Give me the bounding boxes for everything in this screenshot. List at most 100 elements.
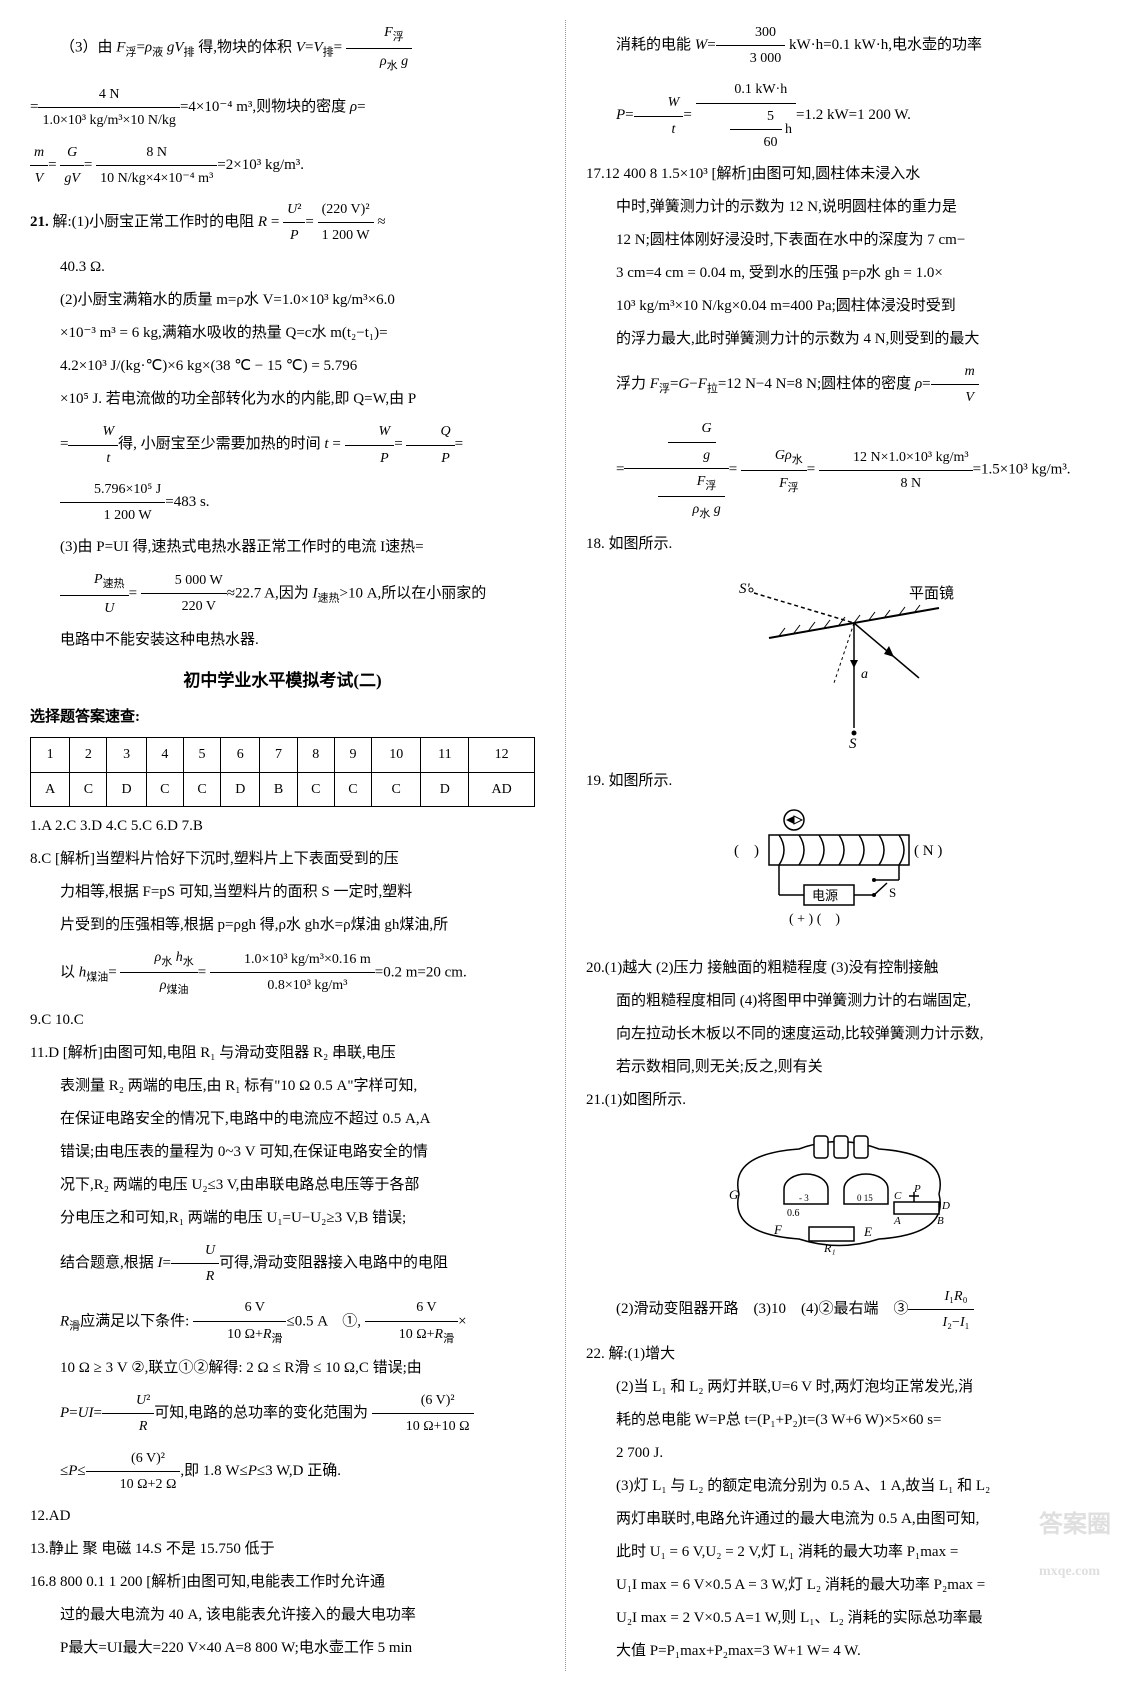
- q16c: P最大=UI最大=220 V×40 A=8 800 W;电水壶工作 5 min: [30, 1635, 535, 1662]
- q21-1-val: 40.3 Ω.: [30, 254, 535, 281]
- q21-2e: =Wt得, 小厨宝至少需要加热的时间 t = WP= QP=: [30, 419, 535, 470]
- sub-title: 选择题答案速查:: [30, 704, 535, 731]
- q22c: 耗的总电能 W=P总 t=(P₁+P₂)t=(3 W+6 W)×5×60 s=: [586, 1407, 1091, 1434]
- ans-1: A: [31, 772, 70, 806]
- q18: 18. 如图所示.: [586, 531, 1091, 558]
- ans-10: C: [372, 772, 421, 806]
- q22d: 2 700 J.: [586, 1440, 1091, 1467]
- q8b: 力相等,根据 F=pS 可知,当塑料片的面积 S 一定时,塑料: [30, 879, 535, 906]
- q17f: 的浮力最大,此时弹簧测力计的示数为 4 N,则受到的最大: [586, 326, 1091, 353]
- q16a: 16.8 800 0.1 1 200 [解析]由图可知,电能表工作时允许通: [30, 1569, 535, 1596]
- th-2: 2: [70, 738, 107, 772]
- svg-text:S: S: [849, 736, 857, 748]
- svg-text:R₁: R₁: [823, 1241, 836, 1255]
- ans-7: B: [260, 772, 297, 806]
- q21-3c: 电路中不能安装这种电热水器.: [30, 627, 535, 654]
- q11c: 在保证电路安全的情况下,电路中的电流应不超过 0.5 A,A: [30, 1106, 535, 1133]
- q21-2c: 4.2×10³ J/(kg·℃)×6 kg×(38 ℃ − 15 ℃) = 5.…: [30, 353, 535, 380]
- q17g: 浮力 F浮=G−F拉=12 N−4 N=8 N;圆柱体的密度 ρ=mV: [586, 359, 1091, 410]
- ans-line: 1.A 2.C 3.D 4.C 5.C 6.D 7.B: [30, 813, 535, 840]
- svg-text:- 3: - 3: [799, 1193, 809, 1203]
- th-5: 5: [183, 738, 220, 772]
- fig-19-solenoid: ( ) ( N ) 电源 S ( + ) ( ): [586, 805, 1091, 945]
- fig-21-circuit: - 3 0.6 0 15 R₁ C P D A B G F: [586, 1124, 1091, 1274]
- source-label: 电源: [812, 888, 838, 903]
- th-7: 7: [260, 738, 297, 772]
- th-6: 6: [221, 738, 260, 772]
- q21-3b: P速热U= 5 000 W220 V≈22.7 A,因为 I速热>10 A,所以…: [30, 567, 535, 621]
- th-4: 4: [146, 738, 183, 772]
- q13-15: 13.静止 聚 电磁 14.S 不是 15.750 低于: [30, 1536, 535, 1563]
- ans-5: C: [183, 772, 220, 806]
- q21-1-line1: 21. 解:(1)小厨宝正常工作时的电阻 R = U²P= (220 V)²1 …: [30, 197, 535, 248]
- svg-text:E: E: [863, 1224, 872, 1239]
- svg-text:G: G: [729, 1187, 739, 1202]
- mirror-label: 平面镜: [909, 584, 954, 602]
- th-9: 9: [334, 738, 371, 772]
- th-3: 3: [107, 738, 146, 772]
- q21-2: (2)滑动变阻器开路 (3)10 (4)②最右端 ③I₁R₀I₂−I₁: [586, 1284, 1091, 1335]
- q20-3-line2: =4 N1.0×10³ kg/m³×10 N/kg=4×10⁻⁴ m³,则物块的…: [30, 82, 535, 133]
- svg-text:S: S: [889, 885, 896, 900]
- q22f: 两灯串联时,电路允许通过的最大电流为 0.5 A,由图可知,: [586, 1506, 1091, 1533]
- q19: 19. 如图所示.: [586, 768, 1091, 795]
- left-column: （3）由 F浮=ρ液 gV排 得,物块的体积 V=V排= F浮ρ水 g =4 N…: [30, 20, 535, 1671]
- q11e: 况下,R₂ 两端的电压 U₂≤3 V,由串联电路总电压等于各部: [30, 1172, 535, 1199]
- q11b: 表测量 R₂ 两端的电压,由 R₁ 标有"10 Ω 0.5 A"字样可知,: [30, 1073, 535, 1100]
- q8d: 以 h煤油= ρ水 h水ρ煤油= 1.0×10³ kg/m³×0.16 m0.8…: [30, 945, 535, 1001]
- svg-text:B: B: [937, 1215, 944, 1227]
- th-1: 1: [31, 738, 70, 772]
- ans-2: C: [70, 772, 107, 806]
- q17a: 17.12 400 8 1.5×10³ [解析]由图可知,圆柱体未浸入水: [586, 161, 1091, 188]
- q20-3-line3: mV= GgV= 8 N10 N/kg×4×10⁻⁴ m³=2×10³ kg/m…: [30, 140, 535, 191]
- q8c: 片受到的压强相等,根据 p=ρgh 得,ρ水 gh水=ρ煤油 gh煤油,所: [30, 912, 535, 939]
- q11i: 10 Ω ≥ 3 V ②,联立①②解得: 2 Ω ≤ R滑 ≤ 10 Ω,C 错…: [30, 1355, 535, 1382]
- svg-text:A: A: [893, 1215, 901, 1227]
- watermark: 答案圈 mxqe.com: [1039, 1504, 1111, 1590]
- th-12: 12: [469, 738, 535, 772]
- q22j: 大值 P=P₁max+P₂max=3 W+1 W= 4 W.: [586, 1638, 1091, 1665]
- ans-6: D: [221, 772, 260, 806]
- th-8: 8: [297, 738, 334, 772]
- q17h: =GgF浮ρ水 g= Gρ水F浮= 12 N×1.0×10³ kg/m³8 N=…: [586, 416, 1091, 525]
- q22e: (3)灯 L₁ 与 L₂ 的额定电流分别为 0.5 A、1 A,故当 L₁ 和 …: [586, 1473, 1091, 1500]
- q17c: 12 N;圆柱体刚好浸没时,下表面在水中的深度为 7 cm−: [586, 227, 1091, 254]
- q16b: 过的最大电流为 40 A, 该电能表允许接入的最大电功率: [30, 1602, 535, 1629]
- q17b: 中时,弹簧测力计的示数为 12 N,说明圆柱体的重力是: [586, 194, 1091, 221]
- svg-text:a: a: [861, 667, 868, 682]
- q17e: 10³ kg/m³×10 N/kg×0.04 m=400 Pa;圆柱体浸没时受到: [586, 293, 1091, 320]
- q22a: 22. 解:(1)增大: [586, 1341, 1091, 1368]
- q22g: 此时 U₁ = 6 V,U₂ = 2 V,灯 L₁ 消耗的最大功率 P₁max …: [586, 1539, 1091, 1566]
- q21-2a: (2)小厨宝满箱水的质量 m=ρ水 V=1.0×10³ kg/m³×6.0: [30, 287, 535, 314]
- q20d: 若示数相同,则无关;反之,则有关: [586, 1054, 1091, 1081]
- fig-18-mirror: 平面镜 S' a: [586, 568, 1091, 758]
- q11d: 错误;由电压表的量程为 0~3 V 可知,在保证电路安全的情: [30, 1139, 535, 1166]
- q11f: 分电压之和可知,R₁ 两端的电压 U₁=U−U₂≥3 V,B 错误;: [30, 1205, 535, 1232]
- ans-11: D: [421, 772, 469, 806]
- ans-4: C: [146, 772, 183, 806]
- q22h: U₁I max = 6 V×0.5 A = 3 W,灯 L₂ 消耗的最大功率 P…: [586, 1572, 1091, 1599]
- q11k: ≤P≤(6 V)²10 Ω+2 Ω,即 1.8 W≤P≤3 W,D 正确.: [30, 1446, 535, 1497]
- svg-text:( + ) ( ): ( + ) ( ): [789, 912, 840, 927]
- q8a: 8.C [解析]当塑料片恰好下沉时,塑料片上下表面受到的压: [30, 846, 535, 873]
- ans-9: C: [334, 772, 371, 806]
- svg-text:0 15: 0 15: [857, 1193, 873, 1203]
- q21-3a: (3)由 P=UI 得,速热式电热水器正常工作时的电流 I速热=: [30, 534, 535, 561]
- q17d: 3 cm=4 cm = 0.04 m, 受到水的压强 p=ρ水 gh = 1.0…: [586, 260, 1091, 287]
- ans-12: AD: [469, 772, 535, 806]
- svg-text:P: P: [913, 1183, 921, 1195]
- q11g: 结合题意,根据 I=UR可得,滑动变阻器接入电路中的电阻: [30, 1238, 535, 1289]
- svg-text:D: D: [941, 1200, 950, 1212]
- q20a: 20.(1)越大 (2)压力 接触面的粗糙程度 (3)没有控制接触: [586, 955, 1091, 982]
- ans-3: D: [107, 772, 146, 806]
- q22b: (2)当 L₁ 和 L₂ 两灯并联,U=6 V 时,两灯泡均正常发光,消: [586, 1374, 1091, 1401]
- q12: 12.AD: [30, 1503, 535, 1530]
- th-11: 11: [421, 738, 469, 772]
- q21-r: 21.(1)如图所示.: [586, 1087, 1091, 1114]
- r-p1b: P=Wt= 0.1 kW·h560 h=1.2 kW=1 200 W.: [586, 77, 1091, 155]
- right-column: 消耗的电能 W=3003 000 kW·h=0.1 kW·h,电水壶的功率 P=…: [565, 20, 1091, 1671]
- q11a: 11.D [解析]由图可知,电阻 R₁ 与滑动变阻器 R₂ 串联,电压: [30, 1040, 535, 1067]
- q21-2b: ×10⁻³ m³ = 6 kg,满箱水吸收的热量 Q=c水 m(t₂−t₁)=: [30, 320, 535, 347]
- q22i: U₂I max = 2 V×0.5 A=1 W,则 L₁、L₂ 消耗的实际总功率…: [586, 1605, 1091, 1632]
- svg-text:F: F: [773, 1222, 783, 1237]
